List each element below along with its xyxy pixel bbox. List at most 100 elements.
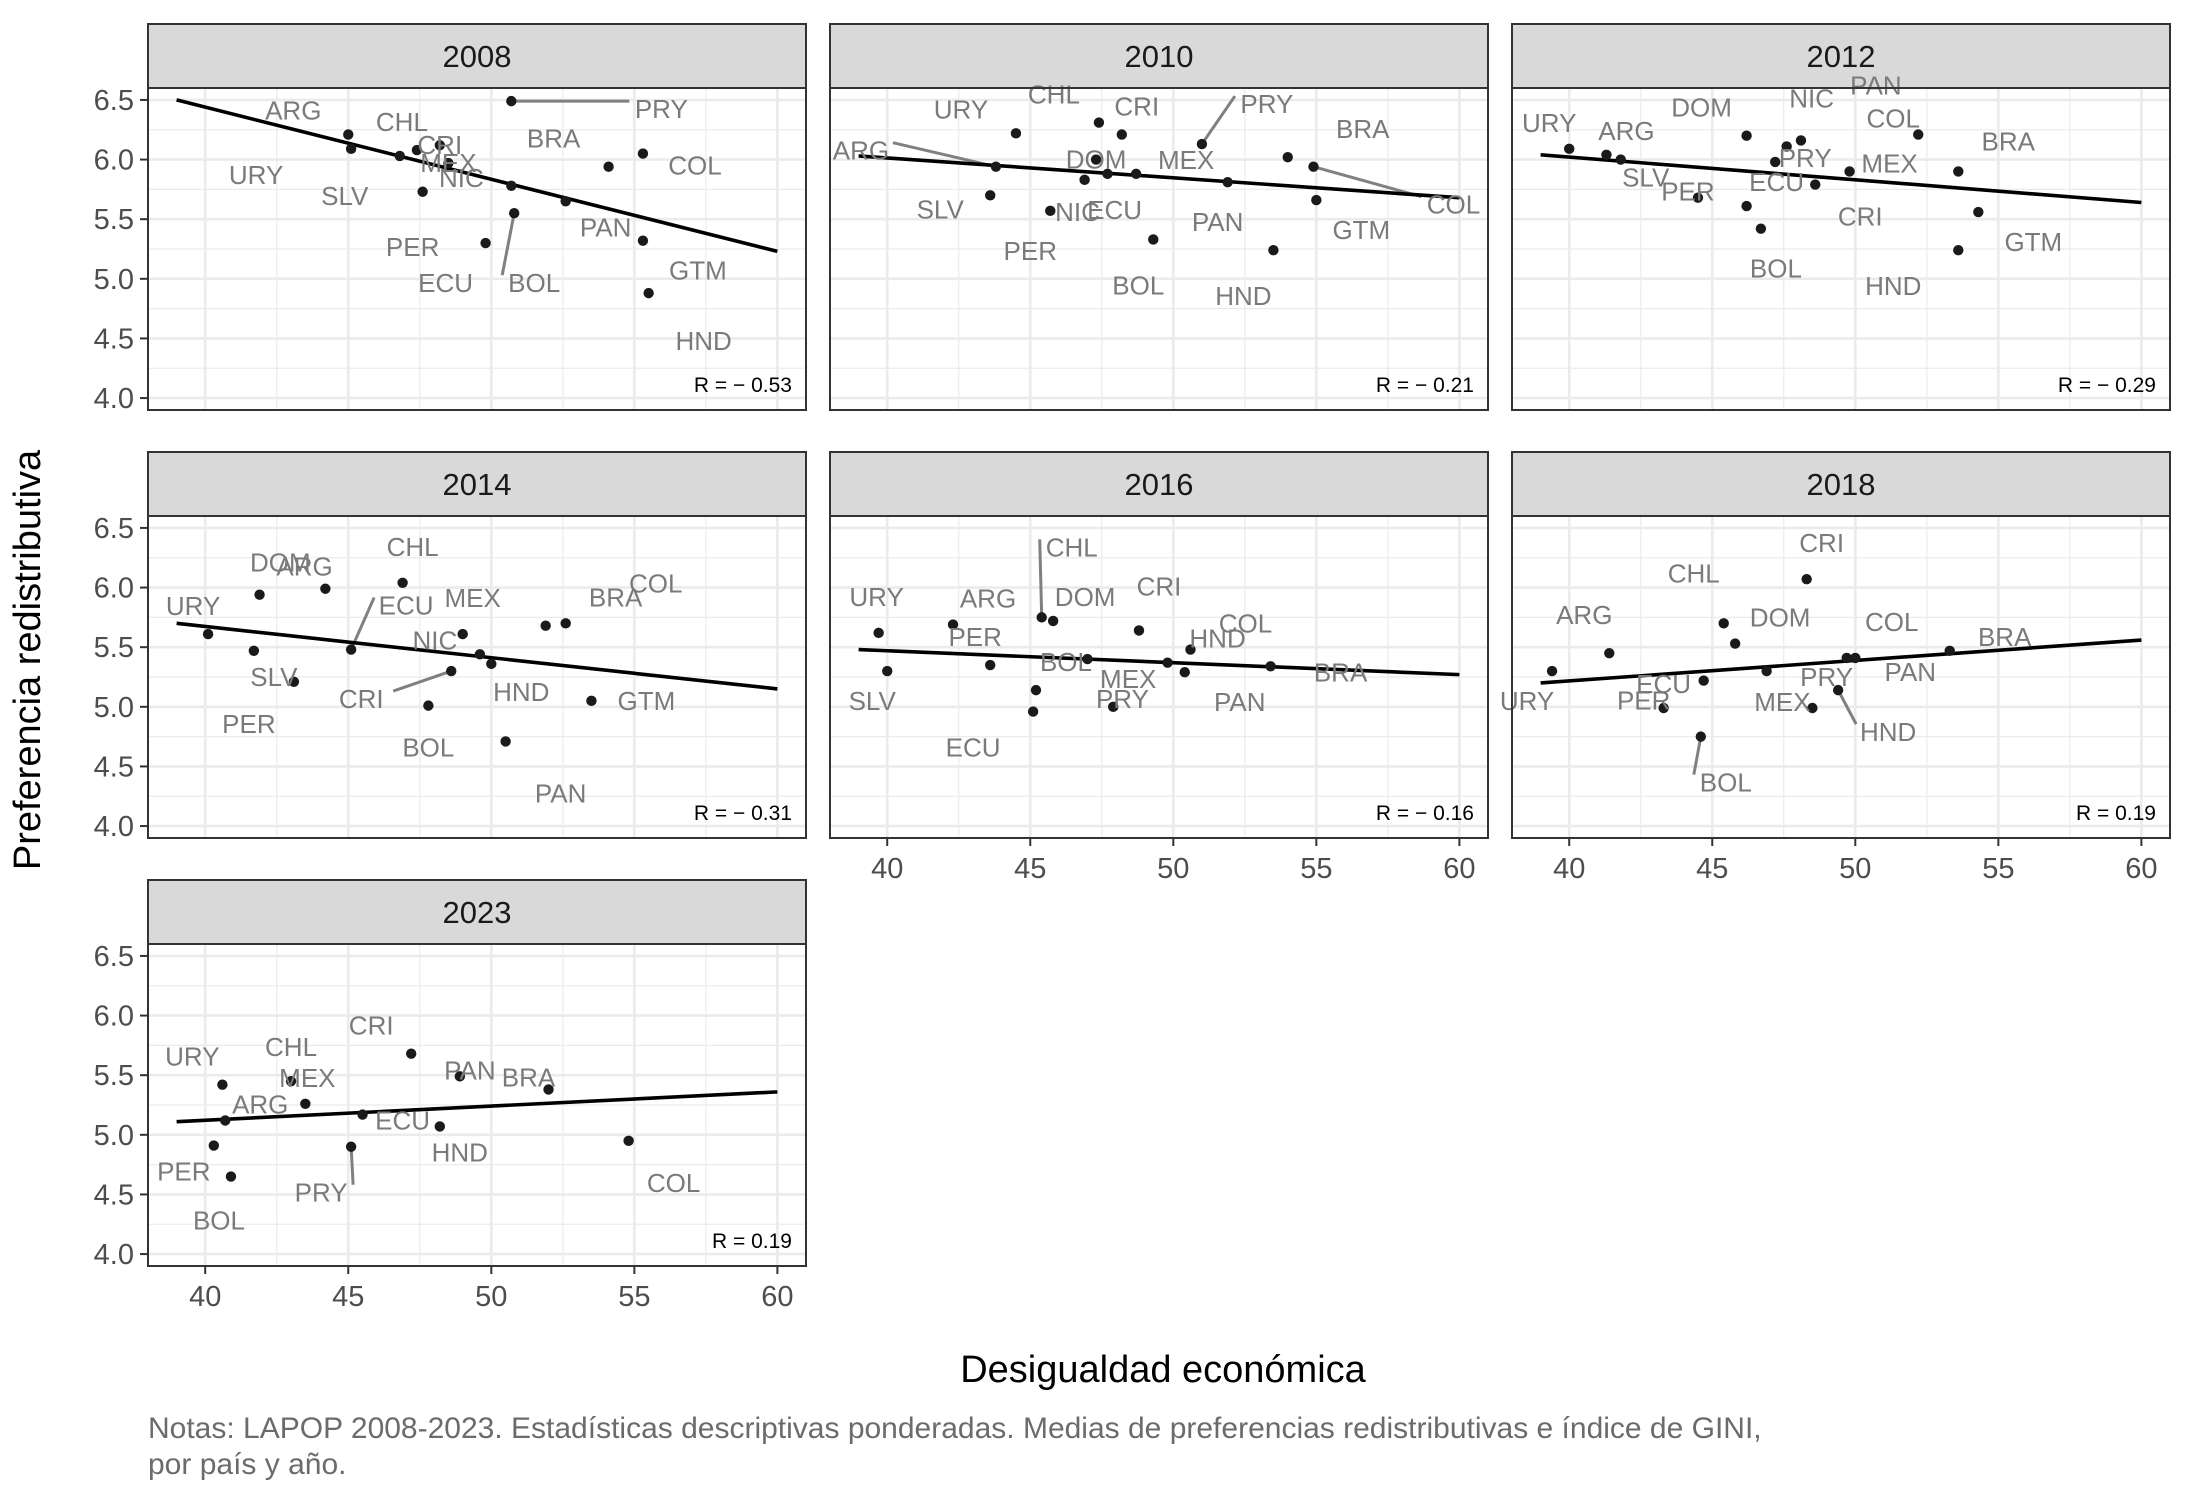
- point-label-arg: ARG: [1556, 600, 1612, 630]
- facet-strip-label: 2023: [443, 895, 512, 930]
- data-point-bol: [225, 1171, 237, 1182]
- data-point-arg: [254, 589, 265, 600]
- data-point-chl: [397, 577, 408, 588]
- data-point-chl: [1718, 618, 1729, 629]
- data-point-chl: [1036, 612, 1047, 623]
- regression-line: [1540, 638, 2142, 685]
- point-label-pry: PRY: [1096, 684, 1149, 714]
- facet-strip-label: 2012: [1807, 39, 1876, 74]
- point-label-slv: SLV: [1622, 163, 1670, 193]
- point-label-col: COL: [1427, 190, 1480, 220]
- data-point-arg: [947, 619, 959, 630]
- data-point-arg: [220, 1115, 231, 1126]
- data-point-ury: [1546, 665, 1558, 677]
- x-tick-label: 55: [618, 1281, 650, 1313]
- point-label-hnd: HND: [1215, 281, 1271, 311]
- data-point-bra: [603, 161, 614, 172]
- point-label-col: COL: [629, 568, 682, 598]
- y-tick-label: 6.0: [94, 145, 134, 177]
- point-label-mex: MEX: [279, 1063, 335, 1093]
- point-label-slv: SLV: [250, 662, 298, 692]
- chart-notes: Notas: LAPOP 2008-2023. Estadísticas des…: [148, 1411, 2048, 1483]
- regression-line: [858, 154, 1460, 200]
- y-tick-label: 6.5: [94, 513, 134, 545]
- y-tick-label: 4.5: [94, 323, 134, 355]
- point-label-bra: BRA: [1982, 126, 2036, 156]
- facet-strip: [147, 23, 807, 89]
- point-label-hnd: HND: [432, 1137, 488, 1167]
- point-label-chl: CHL: [265, 1032, 317, 1062]
- data-point-per: [1045, 205, 1056, 217]
- facet-strip: [829, 23, 1489, 89]
- point-label-mex: MEX: [445, 583, 501, 613]
- x-tick-label: 55: [1982, 853, 2014, 885]
- point-label-ury: URY: [165, 1042, 219, 1072]
- data-point-pry: [1196, 138, 1208, 150]
- data-point-cri: [1116, 129, 1128, 140]
- point-label-chl: CHL: [1046, 532, 1098, 562]
- point-label-mex: MEX: [1754, 687, 1810, 717]
- point-label-bol: BOL: [193, 1206, 245, 1236]
- point-label-dom: DOM: [1066, 145, 1127, 175]
- point-label-hnd: HND: [1860, 717, 1916, 747]
- data-point-ecu: [480, 237, 491, 249]
- correlation-annotation: R = − 0.53: [694, 374, 792, 397]
- regression-line: [176, 98, 778, 254]
- point-label-ury: URY: [229, 160, 283, 190]
- data-point-col: [623, 1135, 634, 1146]
- point-label-nic: NIC: [1055, 197, 1100, 227]
- point-label-pan: PAN: [1192, 207, 1244, 237]
- data-point-pan: [1850, 652, 1861, 664]
- data-point-gtm: [1311, 194, 1322, 206]
- data-point-chl: [411, 144, 423, 156]
- regression-line: [1540, 152, 2142, 205]
- point-label-cri: CRI: [349, 1011, 394, 1041]
- label-leader-line: [1200, 95, 1237, 145]
- label-leader-line: [1038, 539, 1044, 618]
- point-label-bol: BOL: [402, 733, 454, 763]
- point-label-chl: CHL: [1668, 558, 1720, 588]
- point-label-col: COL: [668, 151, 721, 181]
- x-tick-label: 55: [1300, 853, 1332, 885]
- point-label-cri: CRI: [339, 684, 384, 714]
- label-leader-line: [1692, 736, 1703, 775]
- data-point-hnd: [486, 658, 497, 670]
- facet-strip-label: 2018: [1807, 467, 1876, 502]
- y-tick-label: 5.0: [94, 692, 134, 724]
- data-point-dom: [1090, 154, 1102, 165]
- data-point-nic: [1102, 168, 1113, 180]
- data-point-slv: [882, 665, 893, 677]
- point-label-ecu: ECU: [1636, 669, 1691, 699]
- data-point-mex: [1130, 168, 1142, 180]
- point-label-bol: BOL: [1112, 270, 1164, 300]
- point-label-per: PER: [1617, 686, 1670, 716]
- point-label-per: PER: [948, 622, 1001, 652]
- y-tick-label: 6.5: [94, 941, 134, 973]
- point-label-dom: DOM: [1055, 582, 1116, 612]
- data-point-pan: [1179, 667, 1190, 678]
- data-point-ecu: [1658, 702, 1669, 714]
- data-point-slv: [248, 645, 260, 656]
- point-label-hnd: HND: [1865, 271, 1921, 301]
- point-label-slv: SLV: [917, 194, 965, 224]
- data-point-pan: [1222, 177, 1233, 188]
- point-label-pry: PRY: [295, 1178, 348, 1208]
- data-point-bol: [1148, 234, 1159, 245]
- point-label-chl: CHL: [1028, 80, 1080, 110]
- data-point-pan: [560, 196, 571, 207]
- y-tick-label: 6.5: [94, 85, 134, 117]
- y-tick-label: 4.0: [94, 1239, 134, 1271]
- data-point-bra: [1953, 166, 1964, 177]
- point-label-mex: MEX: [420, 148, 476, 178]
- x-tick-label: 60: [2125, 853, 2157, 885]
- point-label-pan: PAN: [580, 212, 632, 242]
- point-label-ury: URY: [1522, 108, 1576, 138]
- y-tick-label: 5.5: [94, 1060, 134, 1092]
- point-label-pry: PRY: [1800, 662, 1853, 692]
- panel-border: [829, 87, 1489, 411]
- data-point-arg: [990, 161, 1002, 172]
- label-leader-line: [500, 212, 516, 276]
- data-point-bol: [1755, 223, 1767, 234]
